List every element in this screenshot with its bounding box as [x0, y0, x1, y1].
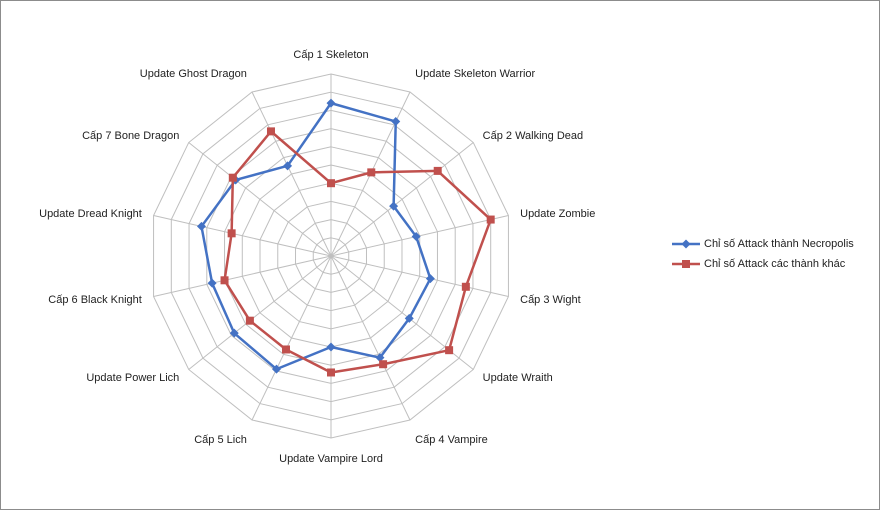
grid-spoke — [330, 255, 411, 421]
category-label: Cấp 5 Lich — [194, 434, 247, 446]
category-label: Cấp 3 Wight — [520, 294, 581, 306]
data-point — [411, 232, 421, 242]
data-point — [229, 328, 239, 338]
data-point — [227, 229, 236, 238]
series-line — [223, 130, 492, 374]
grid-spoke — [153, 215, 332, 257]
grid-spoke — [251, 91, 332, 257]
category-label: Cấp 6 Black Knight — [48, 294, 142, 306]
category-label: Cấp 1 Skeleton — [293, 49, 368, 61]
category-label: Update Wraith — [483, 372, 553, 384]
data-point — [272, 364, 282, 374]
data-point — [375, 353, 385, 363]
data-point — [389, 201, 399, 211]
data-point — [379, 360, 388, 369]
category-label: Cấp 4 Vampire — [415, 434, 488, 446]
category-label: Update Zombie — [520, 208, 595, 220]
data-point — [445, 346, 454, 355]
data-point — [220, 276, 229, 285]
legend-item-necropolis: Chỉ số Attack thành Necropolis — [672, 234, 854, 254]
data-point — [327, 179, 335, 188]
legend-marker-diamond-icon — [672, 239, 700, 249]
grid-spoke — [188, 142, 332, 257]
data-point — [367, 168, 376, 177]
radar-grid — [153, 73, 509, 439]
grid-spoke — [153, 255, 332, 297]
grid-spoke — [188, 255, 332, 370]
data-point — [281, 345, 290, 354]
category-label: Update Ghost Dragon — [140, 68, 247, 80]
data-point — [228, 173, 237, 182]
data-point — [207, 278, 217, 288]
data-point — [433, 166, 442, 175]
data-point — [326, 342, 336, 352]
grid-spoke — [251, 255, 332, 421]
series-line — [200, 101, 432, 371]
grid-spoke — [330, 255, 509, 297]
category-label: Update Skeleton Warrior — [415, 68, 535, 80]
legend: Chỉ số Attack thành Necropolis Chỉ số At… — [672, 234, 854, 274]
data-point — [404, 313, 414, 323]
data-point — [283, 161, 293, 171]
series-1 — [220, 127, 495, 377]
grid-spoke — [330, 142, 474, 257]
data-point — [425, 274, 435, 284]
legend-item-other-towns: Chỉ số Attack các thành khác — [672, 254, 854, 274]
category-label: Update Vampire Lord — [279, 453, 383, 465]
data-point — [486, 215, 495, 224]
category-label: Update Dread Knight — [39, 208, 142, 220]
data-point — [266, 127, 275, 136]
data-point — [391, 117, 401, 127]
data-point — [327, 368, 335, 377]
data-point — [326, 98, 336, 108]
legend-marker-square-icon — [672, 260, 700, 268]
category-labels: Cấp 1 Skeleton Update Skeleton Warrior Cấp… — [39, 49, 595, 465]
data-point — [461, 282, 470, 291]
category-label: Cấp 7 Bone Dragon — [82, 130, 179, 142]
legend-label-other-towns: Chỉ số Attack các thành khác — [704, 258, 846, 270]
data-point — [245, 316, 254, 325]
category-label: Cấp 2 Walking Dead — [483, 130, 583, 142]
category-label: Update Power Lich — [86, 372, 179, 384]
radar-series — [196, 98, 495, 377]
legend-label-necropolis: Chỉ số Attack thành Necropolis — [704, 238, 854, 250]
data-point — [196, 221, 206, 231]
